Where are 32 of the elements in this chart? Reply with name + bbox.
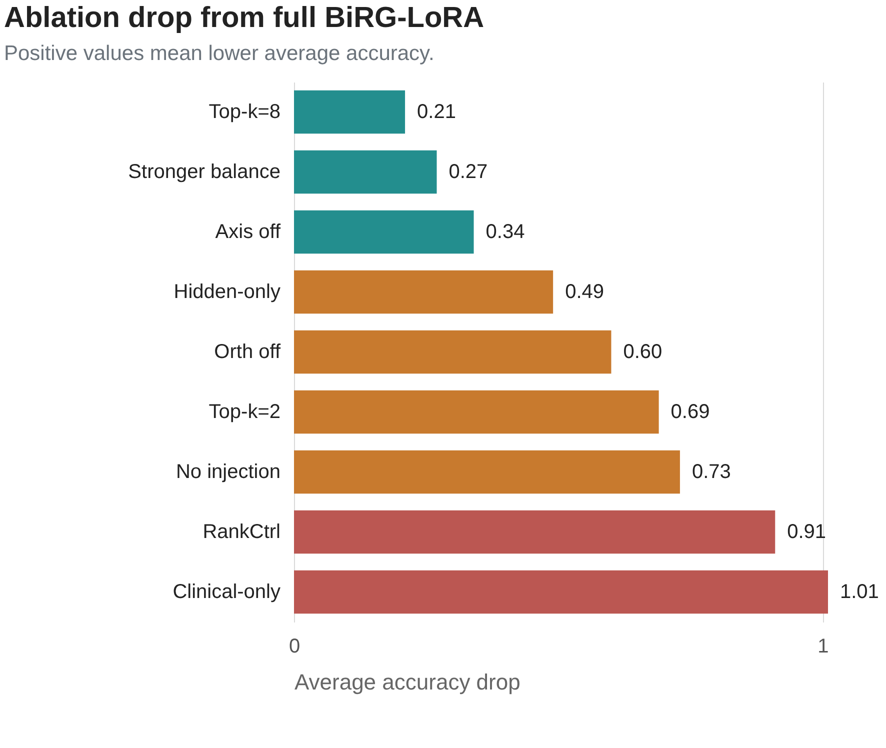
bar [294,210,474,254]
data-label: 0.34 [486,221,525,243]
y-tick-label: No injection [176,461,280,483]
y-tick-label: Orth off [214,341,281,363]
bar [294,570,828,614]
y-tick-label: Axis off [215,221,281,243]
bar [294,270,554,314]
data-label: 0.69 [670,401,710,423]
y-tick-label: Stronger balance [128,161,280,183]
data-label: 0.91 [787,521,826,543]
x-tick-label: 1 [818,636,829,658]
data-label: 0.49 [565,281,604,303]
bar [294,510,776,554]
data-label: 0.73 [692,461,731,483]
y-tick-label: Top-k=8 [208,101,280,123]
bar [294,90,406,134]
data-label: 1.01 [840,581,879,603]
bar [294,390,659,434]
data-label: 0.60 [623,341,662,363]
data-label: 0.21 [417,101,456,123]
y-tick-label: Hidden-only [174,281,280,303]
chart-title: Ablation drop from full BiRG-LoRA [4,2,484,34]
y-tick-label: Top-k=2 [208,401,280,423]
bar [294,450,680,494]
chart-subtitle: Positive values mean lower average accuracy. [4,42,434,65]
bar [294,330,612,374]
bar [294,150,437,194]
data-label: 0.27 [448,161,488,183]
x-tick-label: 0 [288,636,300,658]
y-tick-label: RankCtrl [202,521,280,543]
y-tick-label: Clinical-only [172,581,280,603]
x-axis-title: Average accuracy drop [294,670,520,694]
